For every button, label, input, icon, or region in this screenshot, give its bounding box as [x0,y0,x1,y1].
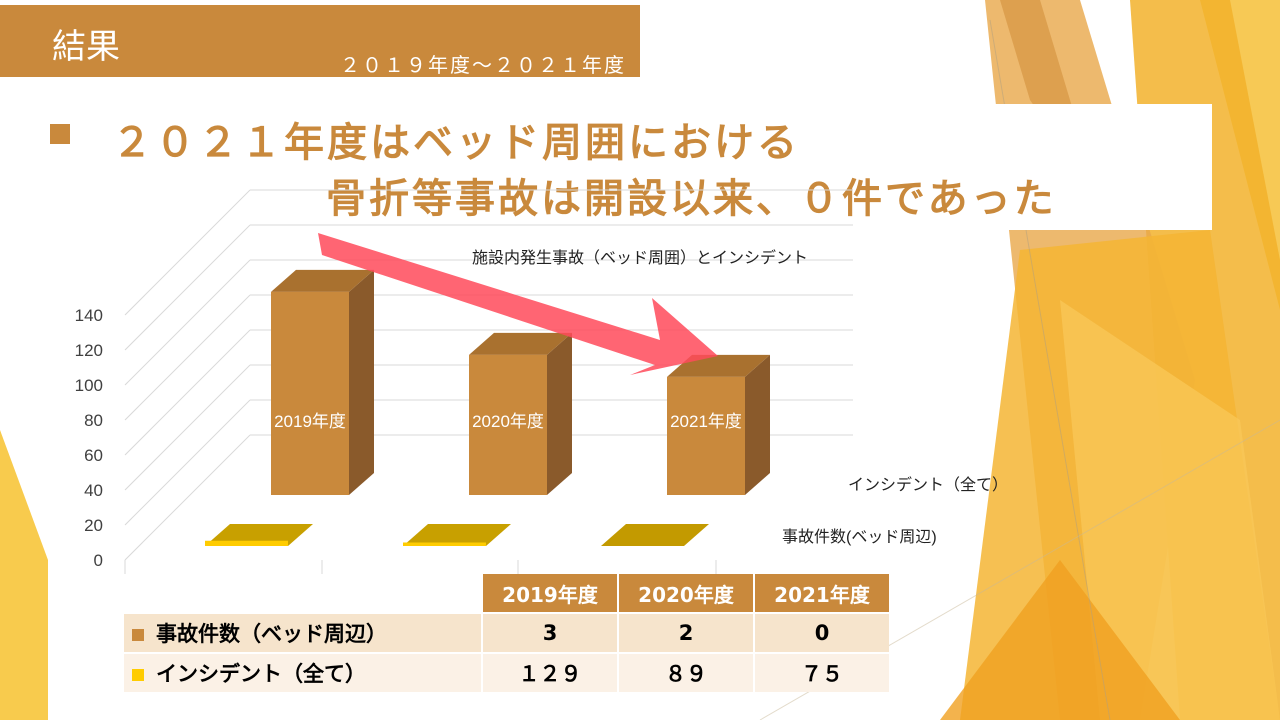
y-tick-label: 80 [84,411,103,430]
category-label: 2019年度 [274,412,346,431]
category-label: 2020年度 [472,412,544,431]
headline-line-2: 骨折等事故は開設以来、０件であった [326,176,1057,222]
chart-title: 施設内発生事故（ベッド周囲）とインシデント [472,248,808,267]
accident-legend-marker-icon [132,629,144,641]
gridline [124,294,251,421]
y-tick-label: 140 [75,306,103,325]
table-header-cell: 2020年度 [617,574,754,613]
table-cell: １２９ [481,652,618,692]
table-cell: 2 [617,612,754,653]
headline-box: ２０２１年度はベッド周囲における 骨折等事故は開設以来、０件であった [40,104,1212,230]
table-row-label-cell: 事故件数（ベッド周辺） [122,612,482,653]
slide-title: 結果 [52,27,120,67]
table-cell: 0 [753,612,889,653]
table-corner [123,574,482,613]
table-row: 事故件数（ベッド周辺） 3 2 0 [122,612,889,653]
header-bar: 結果 ２０１９年度～２０２１年度 [0,5,640,77]
data-table: 2019年度 2020年度 2021年度 事故件数（ベッド周辺） 3 2 0 イ… [122,574,889,692]
y-tick-label: 100 [75,376,103,395]
gridline [124,224,251,351]
table-header-row: 2019年度 2020年度 2021年度 [123,574,889,613]
accident-bar [205,524,313,546]
table-header-cell: 2019年度 [481,574,618,613]
accident-bar [601,524,709,546]
table-row-label-cell: インシデント（全て） [122,652,482,692]
table-cell: 3 [481,612,618,653]
accident-bar-front [403,542,486,546]
trend-arrow-icon [318,233,718,375]
slide-subtitle: ２０１９年度～２０２１年度 [340,53,626,77]
gridline [124,399,251,526]
accident-bar-front [205,540,288,546]
incident-legend-marker-icon [132,669,144,681]
incident-bar-top [469,332,572,355]
gridline [124,189,251,316]
legend-accident: 事故件数(ベッド周辺) [782,528,937,546]
y-tick-label: 120 [75,341,103,360]
y-tick-label: 0 [94,551,103,570]
bullet-square-icon [50,124,70,144]
y-tick-label: 40 [84,481,103,500]
accident-bar [403,524,511,546]
table-row: インシデント（全て） １２９ ８９ ７５ [122,652,889,692]
table-row-label: インシデント（全て） [156,662,366,686]
headline-line-1: ２０２１年度はベッド周囲における [112,120,800,166]
table-cell: ７５ [753,652,889,692]
incident-bar [667,376,745,495]
gridline [124,259,251,386]
category-label: 2021年度 [670,412,742,431]
gridline [124,364,251,491]
table-header-cell: 2021年度 [753,574,889,613]
incident-bar [271,291,349,495]
table-cell: ８９ [617,652,754,692]
incident-bar-side [349,269,374,495]
incident-bar-side [547,332,572,495]
incident-bar [469,354,547,495]
legend-incident: インシデント（全て） [848,475,1008,494]
table-row-label: 事故件数（ベッド周辺） [156,622,387,646]
incident-bar-top [271,269,374,292]
incident-bar-side [745,354,770,495]
y-tick-label: 60 [84,446,103,465]
gridline [124,434,251,561]
gridline [124,329,251,456]
y-tick-label: 20 [84,516,103,535]
